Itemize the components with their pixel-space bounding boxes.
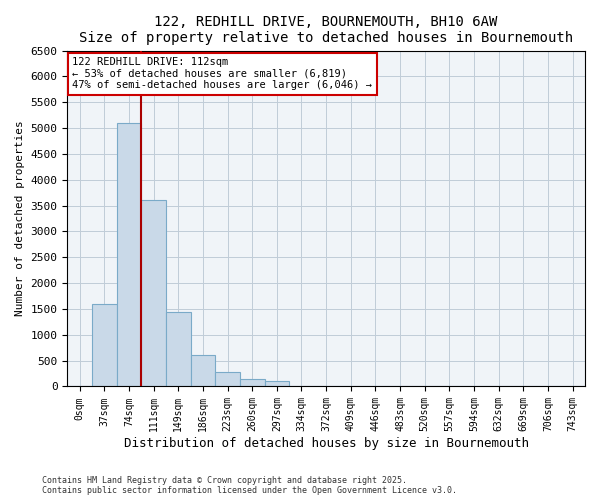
Bar [92,304,116,386]
Text: Contains HM Land Registry data © Crown copyright and database right 2025.
Contai: Contains HM Land Registry data © Crown c… [42,476,457,495]
Text: 122 REDHILL DRIVE: 112sqm
← 53% of detached houses are smaller (6,819)
47% of se: 122 REDHILL DRIVE: 112sqm ← 53% of detac… [73,58,373,90]
Bar [240,379,265,386]
Y-axis label: Number of detached properties: Number of detached properties [15,120,25,316]
Bar [265,382,289,386]
X-axis label: Distribution of detached houses by size in Bournemouth: Distribution of detached houses by size … [124,437,529,450]
Bar [116,123,141,386]
Bar [141,200,166,386]
Bar [191,356,215,386]
Bar [215,372,240,386]
Bar [166,312,191,386]
Title: 122, REDHILL DRIVE, BOURNEMOUTH, BH10 6AW
Size of property relative to detached : 122, REDHILL DRIVE, BOURNEMOUTH, BH10 6A… [79,15,573,45]
